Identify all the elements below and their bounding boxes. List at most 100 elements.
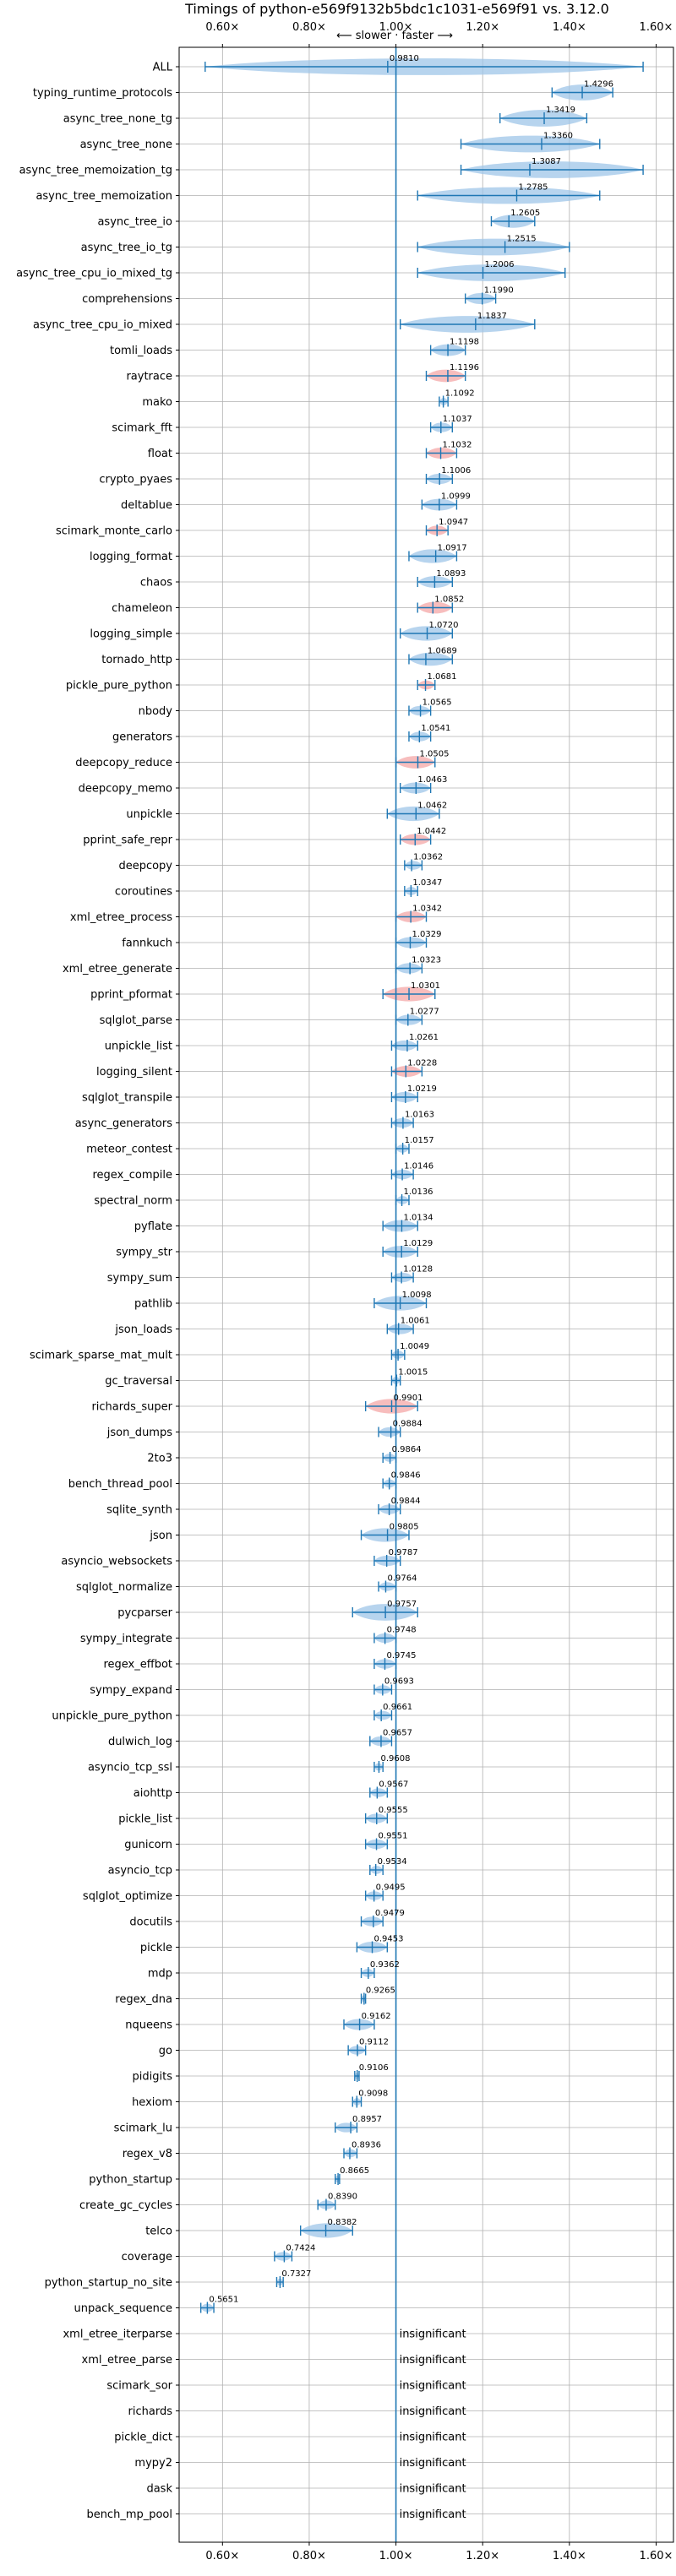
category-label: raytrace <box>126 371 172 383</box>
value-label: 1.3360 <box>543 132 573 141</box>
value-label: 0.8665 <box>340 2166 369 2176</box>
category-label: asyncio_websockets <box>61 1556 172 1568</box>
plot-frame <box>178 46 674 2543</box>
category-label: sympy_str <box>116 1247 172 1259</box>
category-label: chaos <box>140 577 172 590</box>
category-label: json_loads <box>114 1323 172 1336</box>
category-label: logging_silent <box>96 1066 172 1079</box>
value-label: 0.9846 <box>391 1471 421 1481</box>
category-label: unpickle_pure_python <box>52 1710 172 1723</box>
chart-title: Timings of python-e569f9132b5bdc1c1031-e… <box>184 1 609 17</box>
category-label: sympy_expand <box>90 1684 172 1697</box>
category-label: dask <box>146 2483 172 2496</box>
category-label: async_tree_cpu_io_mixed <box>33 319 172 332</box>
value-label: 0.9479 <box>375 1909 405 1918</box>
value-label: 0.9657 <box>383 1729 412 1738</box>
value-label: 1.2785 <box>518 183 548 193</box>
value-label: 0.9661 <box>383 1703 412 1712</box>
value-label: 1.1037 <box>443 415 472 424</box>
category-label: mako <box>142 396 172 409</box>
category-label: asyncio_tcp_ssl <box>88 1762 172 1774</box>
value-label: 0.9162 <box>362 2012 391 2021</box>
category-label: regex_dna <box>115 1993 172 2006</box>
value-label: 1.0720 <box>429 621 459 630</box>
value-label: 1.0219 <box>407 1084 437 1094</box>
value-label: 0.9534 <box>378 1857 407 1867</box>
category-label: ALL <box>153 62 173 74</box>
category-label: deltablue <box>121 499 172 512</box>
category-label: gc_traversal <box>105 1375 172 1388</box>
category-label: async_tree_none_tg <box>63 113 172 126</box>
value-label: 0.8936 <box>352 2141 381 2150</box>
category-label: coroutines <box>115 886 172 899</box>
category-label: docutils <box>129 1916 172 1929</box>
category-label: regex_compile <box>92 1169 172 1182</box>
category-label: pidigits <box>133 2071 173 2084</box>
category-label: deepcopy_reduce <box>75 757 172 769</box>
value-label: 1.0228 <box>407 1059 437 1068</box>
category-label: pickle_dict <box>114 2432 172 2444</box>
value-label: 1.0098 <box>402 1291 432 1300</box>
category-label: typing_runtime_protocols <box>33 87 172 100</box>
value-label: 0.9106 <box>359 2063 389 2073</box>
value-label: 1.0049 <box>400 1342 429 1351</box>
insignificant-label: insignificant <box>400 2405 466 2418</box>
x-tick-label-top: 0.60× <box>205 21 239 34</box>
category-label: comprehensions <box>82 293 172 306</box>
category-label: generators <box>112 731 172 744</box>
x-tick-label-bottom: 1.40× <box>553 2550 586 2562</box>
category-label: tomli_loads <box>110 345 172 357</box>
category-label: regex_effbot <box>103 1659 172 1671</box>
category-label: sympy_integrate <box>80 1633 172 1645</box>
category-label: tornado_http <box>101 654 172 666</box>
x-tick-label-bottom: 1.60× <box>640 2550 673 2562</box>
value-label: 1.0689 <box>428 647 457 656</box>
value-label: 0.9844 <box>391 1497 421 1506</box>
value-label: 1.1198 <box>450 338 479 347</box>
category-label: gunicorn <box>124 1839 172 1851</box>
value-label: 1.1032 <box>443 441 472 450</box>
insignificant-label: insignificant <box>400 2354 466 2367</box>
value-label: 0.8957 <box>352 2115 382 2124</box>
chart-subtitle: ⟵ slower · faster ⟶ <box>336 30 453 42</box>
value-label: 0.9748 <box>387 1626 417 1635</box>
category-label: hexiom <box>132 2096 172 2109</box>
value-label: 1.0999 <box>441 492 471 502</box>
value-label: 1.0261 <box>409 1033 439 1042</box>
value-label: 1.0128 <box>403 1265 433 1274</box>
x-tick-label-top: 1.00× <box>379 21 413 34</box>
value-label: 1.3087 <box>532 157 561 166</box>
category-label: async_tree_memoization <box>35 190 172 203</box>
value-label: 0.9757 <box>387 1600 417 1609</box>
value-label: 1.2515 <box>507 235 537 244</box>
category-label: aiohttp <box>134 1787 172 1800</box>
category-label: scimark_sparse_mat_mult <box>30 1350 172 1362</box>
category-label: xml_etree_parse <box>82 2354 172 2367</box>
value-label: 1.1006 <box>441 466 471 476</box>
value-label: 1.3419 <box>546 106 575 115</box>
category-label: sympy_sum <box>107 1272 172 1285</box>
value-label: 1.1196 <box>450 363 479 372</box>
chart-marks <box>199 47 644 2542</box>
value-label: 1.0129 <box>403 1239 433 1248</box>
category-label: pathlib <box>134 1298 172 1311</box>
value-label: 1.2605 <box>510 209 540 218</box>
category-label: python_startup_no_site <box>45 2277 172 2290</box>
category-label: pickle_pure_python <box>66 680 172 693</box>
value-label: 1.0015 <box>398 1368 428 1378</box>
value-label: 1.0462 <box>417 802 447 811</box>
value-label: 1.0146 <box>404 1162 433 1171</box>
category-label: json_dumps <box>106 1427 172 1439</box>
value-label: 0.9265 <box>366 1986 395 1996</box>
category-label: async_generators <box>75 1117 173 1130</box>
value-label: 0.9805 <box>390 1523 419 1532</box>
category-label: pprint_safe_repr <box>83 834 172 847</box>
category-label: async_tree_io_tg <box>81 242 172 254</box>
value-label: 1.2006 <box>485 260 515 269</box>
value-label: 0.9098 <box>358 2090 388 2099</box>
value-label: 1.0505 <box>419 750 449 759</box>
insignificant-label: insignificant <box>400 2380 466 2393</box>
category-label: unpickle <box>126 808 172 821</box>
value-label: 0.9901 <box>393 1394 422 1403</box>
